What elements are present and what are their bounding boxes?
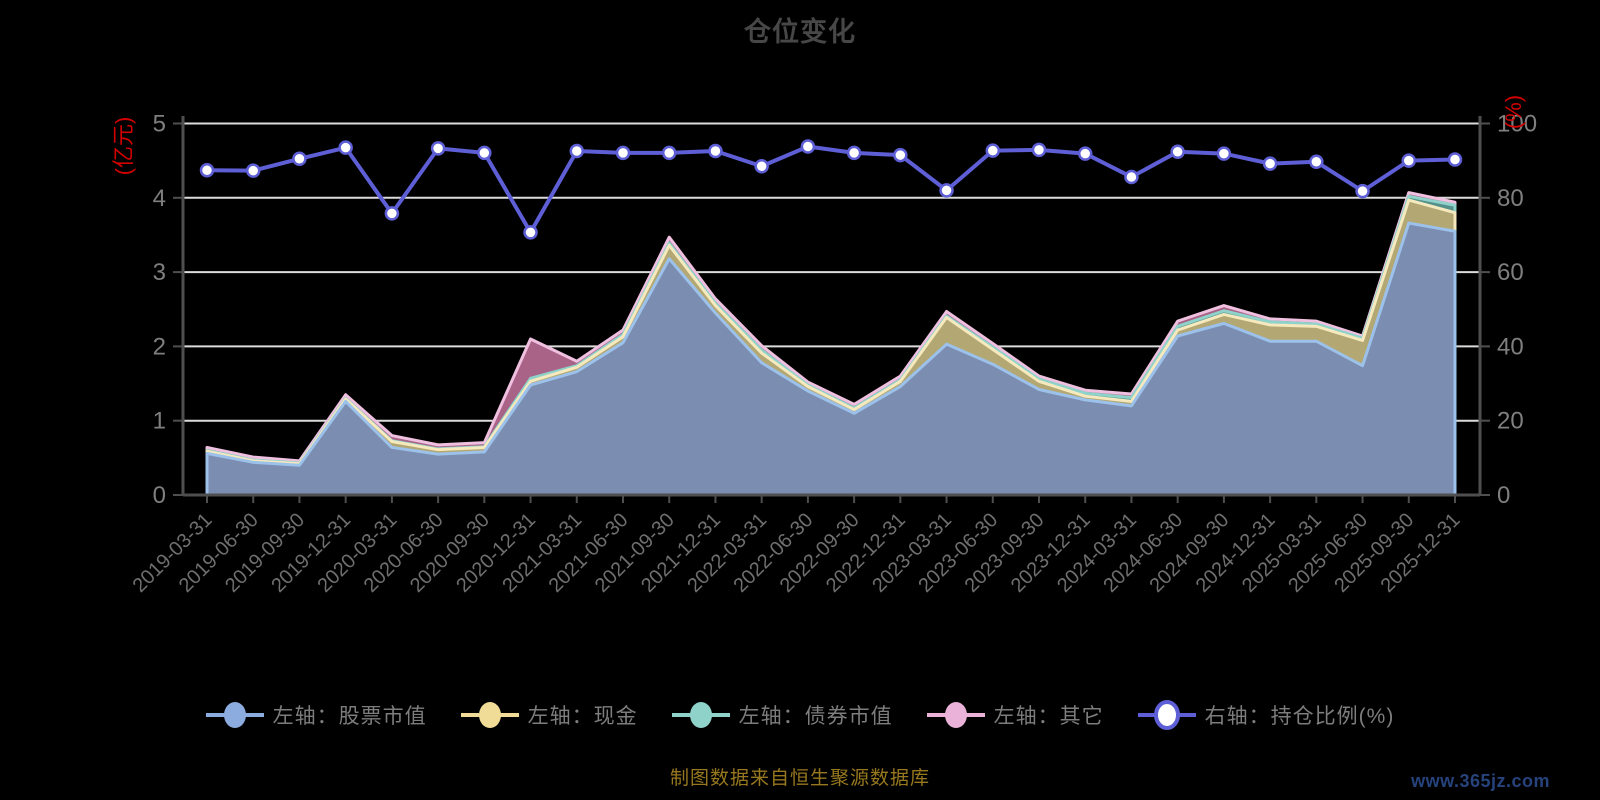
- right-axis-tick-label: 100: [1497, 111, 1537, 138]
- site-watermark: www.365jz.com: [1411, 771, 1550, 791]
- left-axis-tick-label: 3: [153, 259, 166, 286]
- pct-line-point[interactable]: [1077, 146, 1093, 161]
- legend-label: 左轴：债券市值: [738, 705, 893, 728]
- pct-line-point[interactable]: [615, 145, 631, 161]
- pct-line-point[interactable]: [754, 158, 769, 174]
- pct-line-point[interactable]: [477, 145, 492, 161]
- pct-line-point[interactable]: [661, 145, 677, 161]
- left-axis-tick-label: 1: [153, 408, 166, 435]
- right-axis-tick-label: 60: [1497, 259, 1524, 286]
- area-series-swatch-icon: [460, 702, 519, 728]
- right-axis-unit-label: (%): [1501, 95, 1526, 129]
- page-title: 仓位变化: [744, 17, 856, 47]
- left-axis-tick-label: 5: [153, 111, 166, 138]
- right-axis-tick-label: 20: [1497, 408, 1524, 435]
- pct-line-point[interactable]: [1309, 154, 1324, 170]
- legend-swatch-dot: [223, 702, 246, 728]
- pct-line-point[interactable]: [1401, 153, 1417, 168]
- area-series-swatch-icon: [671, 702, 730, 728]
- legend-swatch-dot: [944, 702, 967, 728]
- legend-swatch-dot: [689, 702, 712, 728]
- left-axis-tick-label: 0: [153, 482, 166, 509]
- pct-line-point[interactable]: [384, 206, 400, 221]
- pct-line-point[interactable]: [893, 147, 908, 163]
- legend-swatch-dot: [478, 702, 501, 728]
- right-axis-tick-label: 80: [1497, 185, 1524, 212]
- area-border-1: [205, 221, 1457, 495]
- right-axis-tick-label: 40: [1497, 333, 1524, 360]
- right-axis-tick-label: 0: [1497, 482, 1510, 509]
- pct-line-point[interactable]: [1262, 156, 1278, 171]
- area-fill-1[interactable]: [207, 223, 1455, 495]
- pct-line-point[interactable]: [430, 141, 446, 156]
- legend-item-position-ratio[interactable]: 右轴：持仓比例(%): [1137, 700, 1395, 730]
- pct-line-point[interactable]: [199, 163, 215, 178]
- area-border-4: [205, 191, 1457, 463]
- pct-line[interactable]: [206, 144, 1456, 235]
- pct-line-point[interactable]: [523, 225, 538, 240]
- left-axis-unit-label: (亿元): [111, 117, 136, 176]
- pct-line-point[interactable]: [1216, 146, 1232, 161]
- pct-line-point[interactable]: [846, 145, 862, 161]
- pct-line-point[interactable]: [1031, 142, 1047, 158]
- pct-line-point[interactable]: [1355, 183, 1370, 199]
- legend-item-other[interactable]: 左轴：其它: [926, 700, 1104, 730]
- pct-line-point[interactable]: [1170, 144, 1185, 159]
- legend-label: 左轴：股票市值: [272, 705, 427, 728]
- area-border-2: [205, 198, 1457, 466]
- legend: 左轴：股票市值 左轴：现金 左轴：债券市值 左轴：其它 右轴：持仓比例(%): [0, 700, 1600, 730]
- pct-line-point[interactable]: [292, 151, 307, 167]
- pct-line-point[interactable]: [800, 139, 816, 154]
- area-series-swatch-icon: [205, 702, 264, 728]
- pct-line-point[interactable]: [939, 183, 954, 198]
- left-axis-tick-label: 4: [153, 185, 166, 212]
- legend-label: 左轴：现金: [527, 705, 638, 728]
- legend-label: 右轴：持仓比例(%): [1204, 705, 1395, 728]
- pct-line-point[interactable]: [338, 140, 353, 155]
- legend-swatch-dot: [1153, 700, 1180, 730]
- pct-line-point[interactable]: [708, 143, 723, 159]
- pct-line-point[interactable]: [1447, 152, 1463, 167]
- area-series-swatch-icon: [926, 702, 985, 728]
- line-series-swatch-icon: [1137, 700, 1196, 730]
- pct-line-point[interactable]: [245, 163, 261, 178]
- data-source-note: 制图数据来自恒生聚源数据库: [669, 768, 930, 789]
- legend-label: 左轴：其它: [993, 705, 1104, 728]
- pct-line-point[interactable]: [569, 143, 585, 159]
- legend-item-stock[interactable]: 左轴：股票市值: [205, 700, 427, 730]
- legend-item-bond[interactable]: 左轴：债券市值: [671, 700, 893, 730]
- legend-item-cash[interactable]: 左轴：现金: [460, 700, 638, 730]
- left-axis-tick-label: 2: [153, 333, 166, 360]
- pct-line-point[interactable]: [1124, 169, 1139, 185]
- pct-line-point[interactable]: [985, 143, 1001, 158]
